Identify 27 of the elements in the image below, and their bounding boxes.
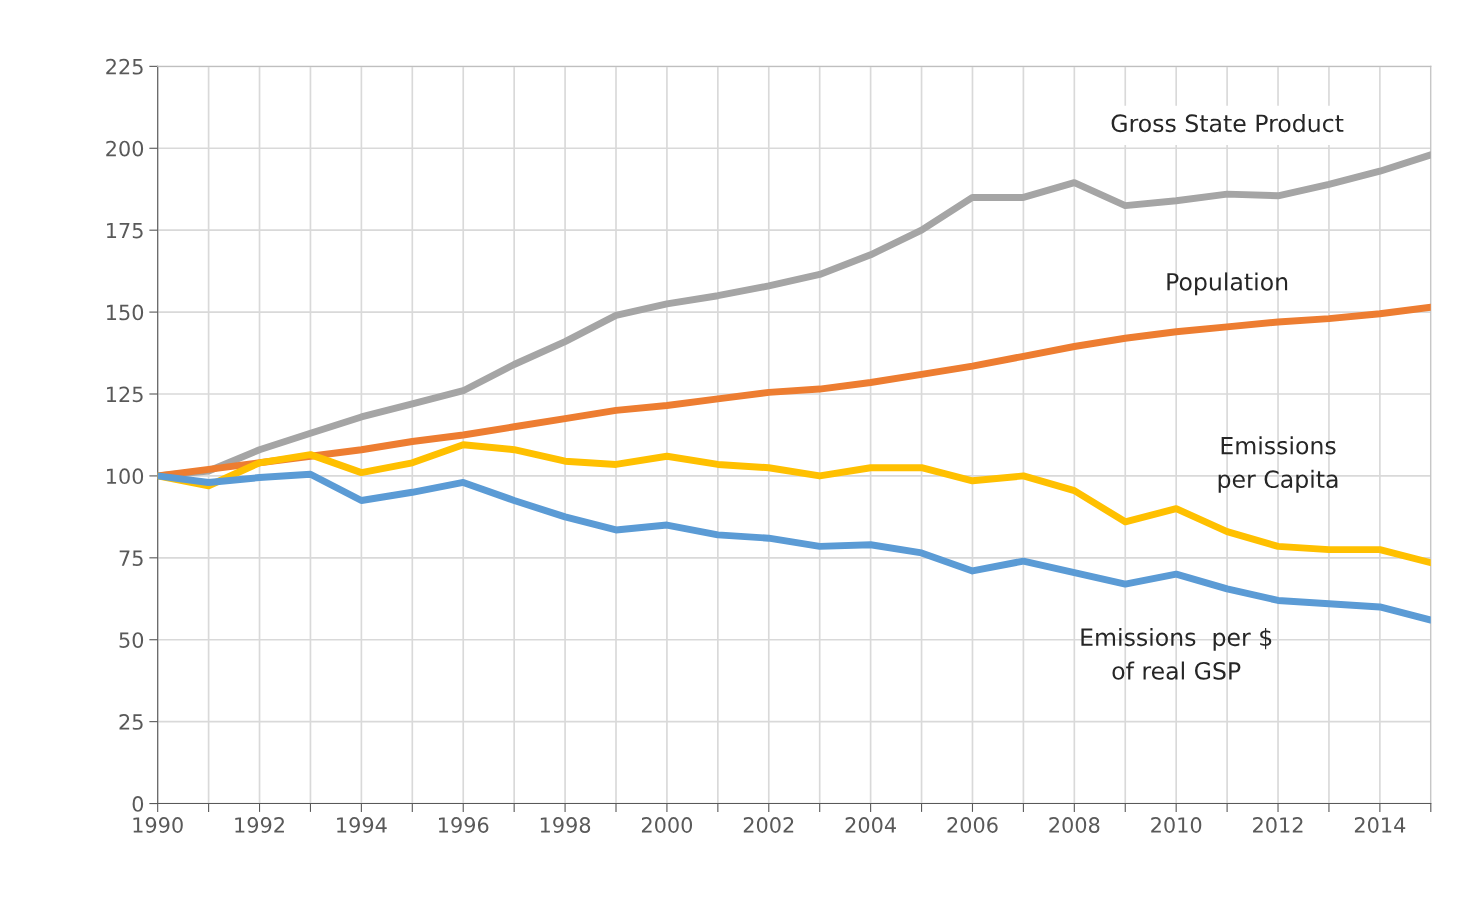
- x-tick-label: 2010: [1151, 817, 1202, 833]
- y-tick-label: 175: [107, 222, 143, 239]
- series-label: Emissions per $ of real GSP: [1081, 627, 1272, 680]
- x-tick-label: 1992: [235, 817, 284, 833]
- x-tick-label: 1996: [439, 817, 489, 833]
- x-tick-label: 1990: [133, 817, 183, 833]
- y-tick-label: 25: [119, 714, 143, 730]
- series-label: Population: [1167, 272, 1288, 296]
- x-tick-label: 2014: [1354, 817, 1406, 833]
- y-tick-label: 100: [107, 468, 144, 485]
- x-tick-label: 2006: [947, 817, 998, 833]
- y-tick-label: 150: [107, 304, 144, 321]
- y-tick-label: 225: [106, 58, 143, 75]
- y-tick-label: 0: [132, 796, 144, 812]
- series-label: Emissions per Capita: [1218, 436, 1338, 493]
- x-tick-label: 2012: [1253, 817, 1303, 833]
- x-tick-label: 2008: [1049, 817, 1100, 833]
- y-tick-label: 125: [107, 386, 143, 403]
- x-tick-label: 1994: [337, 817, 387, 833]
- series-label: Gross State Product: [1111, 113, 1344, 133]
- x-tick-label: 2004: [845, 817, 896, 833]
- y-tick-label: 75: [119, 550, 143, 567]
- x-tick-label: 2002: [743, 817, 794, 833]
- x-tick-label: 2000: [641, 817, 693, 833]
- y-tick-label: 200: [106, 140, 144, 157]
- x-tick-label: 1998: [540, 817, 591, 833]
- y-tick-label: 50: [119, 632, 144, 648]
